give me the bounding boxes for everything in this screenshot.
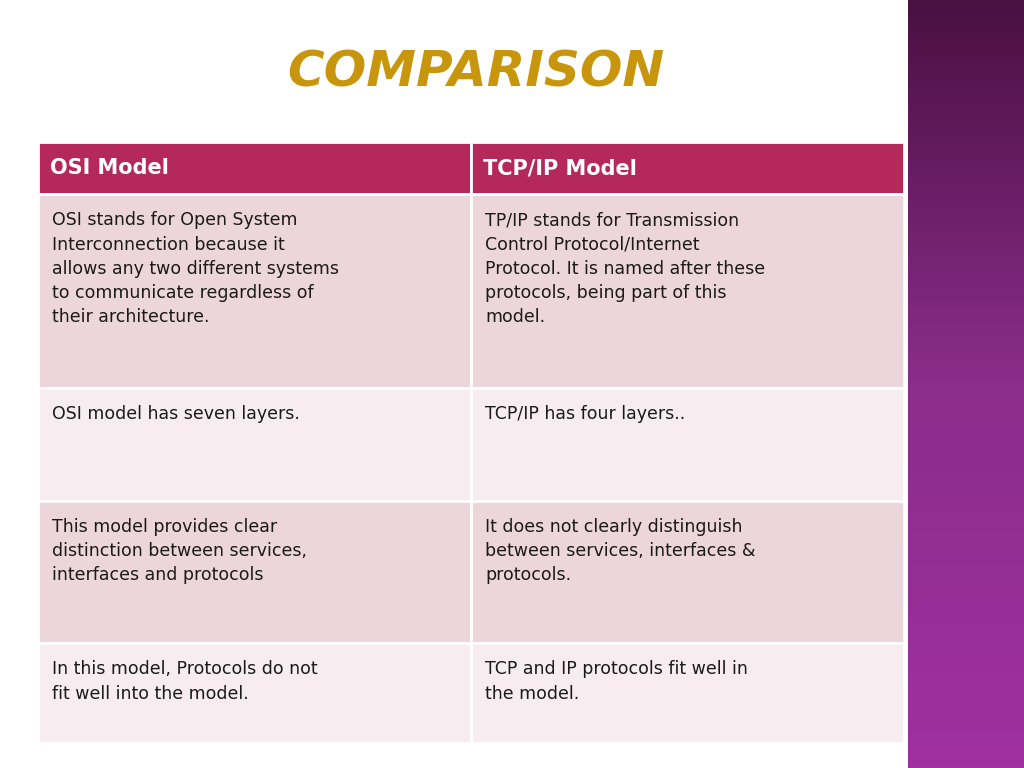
Bar bbox=[38, 644, 471, 743]
Text: In this model, Protocols do not
fit well into the model.: In this model, Protocols do not fit well… bbox=[52, 660, 317, 703]
Text: TCP/IP Model: TCP/IP Model bbox=[483, 158, 637, 178]
Bar bbox=[471, 142, 904, 194]
Bar bbox=[471, 501, 904, 644]
Text: TP/IP stands for Transmission
Control Protocol/Internet
Protocol. It is named af: TP/IP stands for Transmission Control Pr… bbox=[485, 211, 766, 326]
Text: It does not clearly distinguish
between services, interfaces &
protocols.: It does not clearly distinguish between … bbox=[485, 518, 756, 584]
Bar bbox=[38, 388, 471, 501]
Text: OSI stands for Open System
Interconnection because it
allows any two different s: OSI stands for Open System Interconnecti… bbox=[52, 211, 339, 326]
Bar bbox=[38, 142, 471, 194]
Text: COMPARISON: COMPARISON bbox=[288, 49, 665, 97]
Text: TCP/IP has four layers..: TCP/IP has four layers.. bbox=[485, 405, 686, 422]
Bar bbox=[471, 194, 904, 388]
Bar bbox=[471, 388, 904, 501]
Bar bbox=[38, 194, 471, 388]
Text: TCP and IP protocols fit well in
the model.: TCP and IP protocols fit well in the mod… bbox=[485, 660, 749, 703]
Bar bbox=[38, 501, 471, 644]
Bar bbox=[471, 644, 904, 743]
Text: This model provides clear
distinction between services,
interfaces and protocols: This model provides clear distinction be… bbox=[52, 518, 307, 584]
Text: OSI model has seven layers.: OSI model has seven layers. bbox=[52, 405, 300, 422]
Text: OSI Model: OSI Model bbox=[50, 158, 169, 178]
